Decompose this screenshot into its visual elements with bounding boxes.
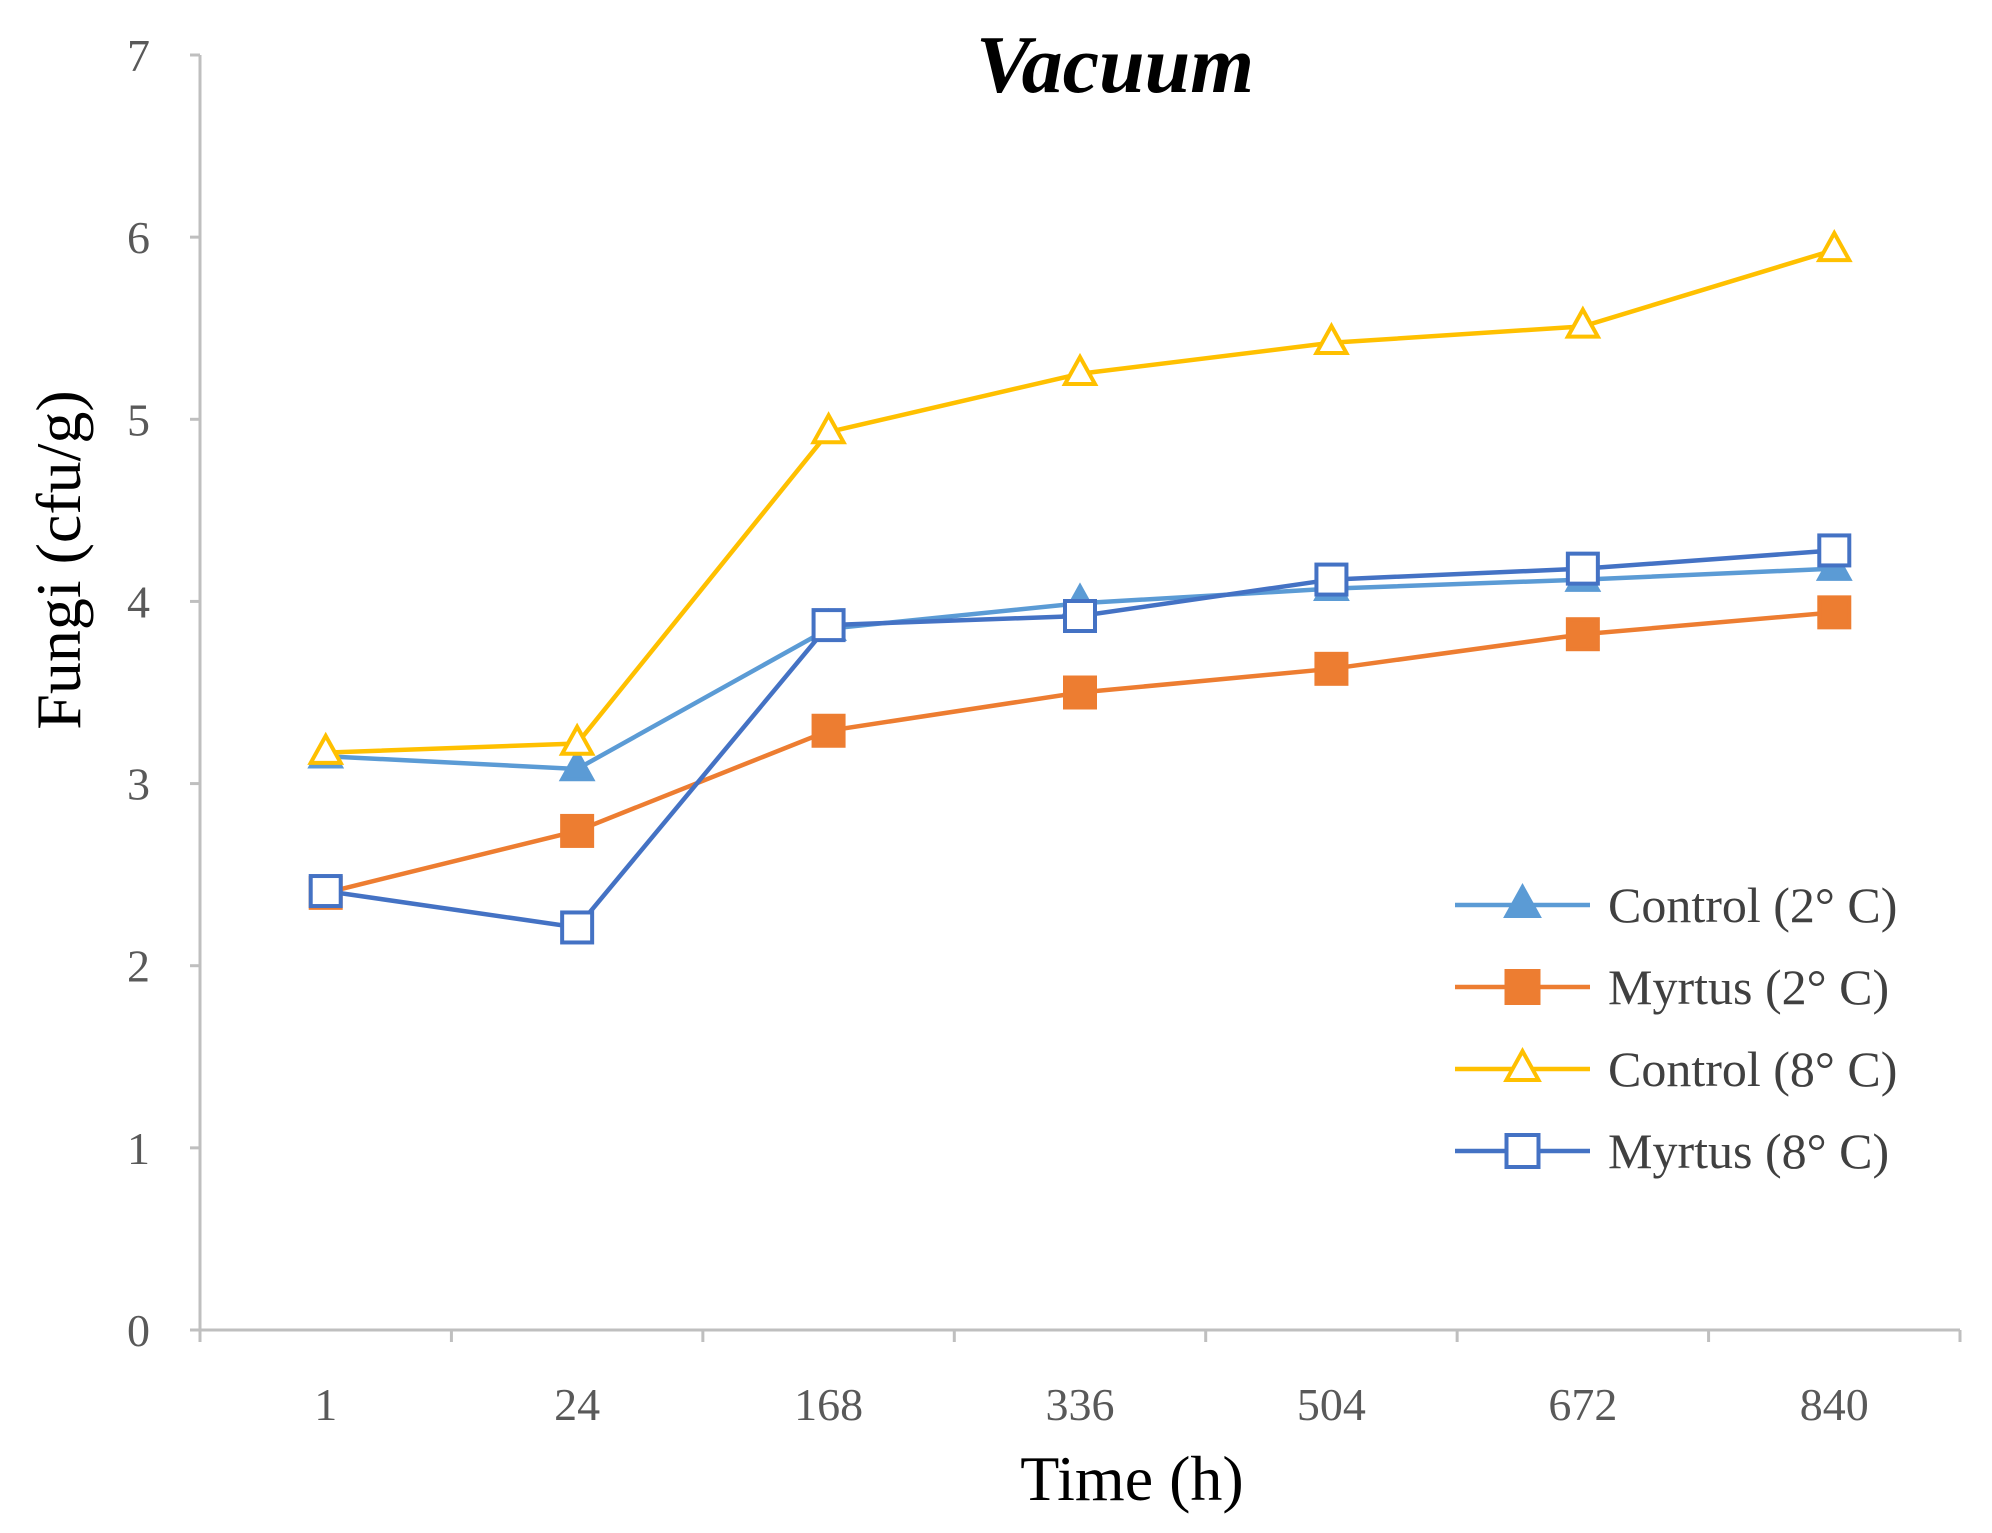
data-point [560,910,595,945]
x-tick-label: 504 [1297,1379,1366,1430]
y-tick-label: 0 [127,1305,150,1356]
x-tick-label: 672 [1548,1379,1617,1430]
x-tick-label: 336 [1046,1379,1115,1430]
y-tick-label: 5 [127,394,150,445]
data-point [1313,321,1350,356]
x-tick-label: 840 [1800,1379,1869,1430]
legend-label: Myrtus (8° C) [1608,1123,1889,1179]
x-tick-label: 1 [314,1379,337,1430]
data-point [1565,551,1600,586]
series-control-8-c [307,229,1853,765]
data-point [558,722,596,756]
data-point [810,411,847,445]
series-line [325,610,1835,896]
legend-item: Myrtus (2° C) [1455,959,1889,1015]
y-tick-label: 1 [127,1123,150,1174]
y-tick-label: 2 [127,941,150,992]
data-point [1817,595,1852,630]
data-point [1817,533,1852,568]
legend-label: Control (8° C) [1608,1041,1897,1097]
legend-label: Control (2° C) [1608,877,1897,933]
y-tick-label: 6 [127,212,150,263]
data-point [1061,352,1099,387]
data-point [558,748,596,782]
series-myrtus-8-c [308,533,1852,945]
data-point [308,874,343,909]
data-point [1565,617,1600,652]
data-point [1314,562,1349,597]
legend-label: Myrtus (2° C) [1608,959,1889,1015]
data-point [811,608,846,643]
y-axis-title: Fungi (cfu/g) [23,390,94,730]
legend-item: Control (2° C) [1455,877,1897,933]
legend-marker [1504,969,1541,1005]
series-myrtus-2-c [308,595,1852,910]
y-tick-label: 4 [127,576,150,627]
legend: Control (2° C) Myrtus (2° C) Control (8° C… [1455,877,1897,1179]
data-point [811,713,846,748]
x-tick-label: 24 [554,1379,600,1430]
axes: 0 1 2 3 4 5 6 7 1 24 168 336 504 672 840 [127,30,1962,1430]
legend-item: Myrtus (8° C) [1455,1123,1889,1179]
legend-marker [1504,1133,1541,1169]
y-tick-label: 7 [127,30,150,81]
data-point [307,731,345,765]
data-point [560,813,595,848]
data-point [1314,651,1349,686]
legend-item: Control (8° C) [1455,1041,1897,1097]
legend-marker [1503,883,1542,918]
x-tick-label: 168 [794,1379,863,1430]
x-axis-title: Time (h) [1020,1443,1243,1514]
chart-title: Vacuum [976,19,1254,110]
data-point [1564,305,1602,339]
data-point [1815,229,1853,263]
data-point [1063,599,1097,633]
data-point [1063,675,1097,710]
plot-area [307,229,1853,945]
y-tick-label: 3 [127,759,150,810]
legend-marker [1503,1047,1542,1082]
